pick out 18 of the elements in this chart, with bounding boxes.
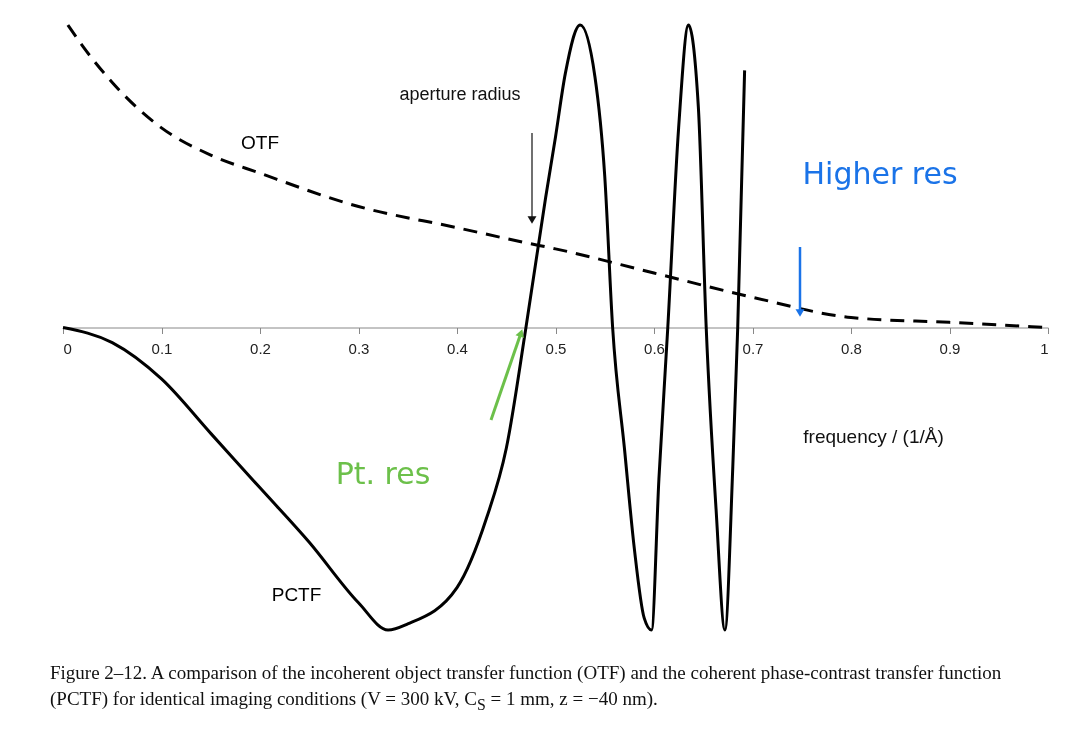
annotation: Higher res	[802, 156, 958, 191]
x-tick-label: 0.9	[939, 340, 961, 357]
series-label: OTF	[241, 132, 279, 154]
x-tick-label: 0	[63, 340, 72, 357]
annotation: Pt. res	[335, 456, 431, 491]
x-tick-label: 0.6	[644, 340, 665, 357]
x-tick-label: 0.5	[545, 340, 567, 357]
annotation: aperture radius	[399, 84, 521, 104]
x-tick-label: 0.7	[742, 340, 764, 357]
x-tick-label: 0.3	[348, 340, 370, 357]
series-label: PCTF	[271, 583, 322, 605]
x-tick-label: 0.1	[151, 340, 173, 357]
x-tick-label: 0.8	[841, 340, 862, 357]
caption: Figure 2–12. A comparison of the incoherent object transfer function (OTF) and the coherent phase-contrast transfer function (PCTF) for identical imaging conditions (V = 300 kV, C$_{S}$ = 1 mm, z = −40 nm).	[50, 661, 1003, 715]
x-tick-label: 1	[1040, 340, 1049, 357]
x-axis-title: frequency / (1/Å)	[803, 426, 944, 447]
x-tick-label: 0.2	[250, 340, 271, 357]
x-tick-label: 0.4	[447, 340, 468, 357]
